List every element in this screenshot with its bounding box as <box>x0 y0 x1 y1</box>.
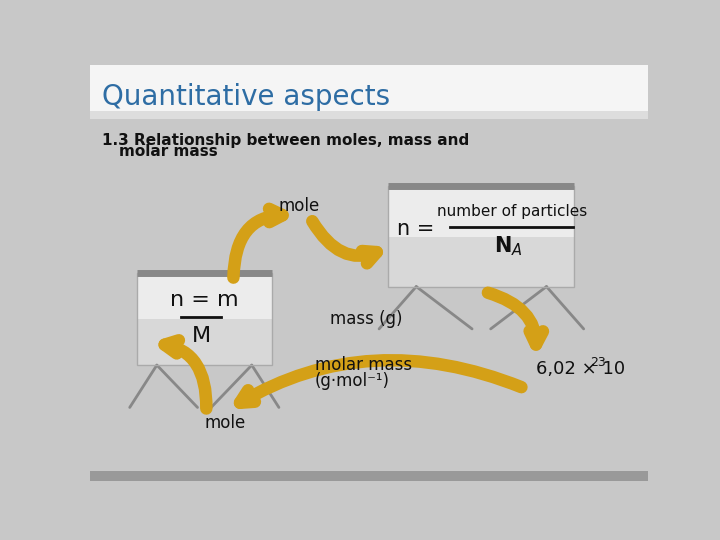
Text: molar mass: molar mass <box>119 144 217 159</box>
FancyBboxPatch shape <box>90 65 648 119</box>
Text: mole: mole <box>205 414 246 432</box>
Text: Quantitative aspects: Quantitative aspects <box>102 83 390 111</box>
FancyBboxPatch shape <box>90 111 648 119</box>
Text: n =: n = <box>397 219 434 239</box>
Text: number of particles: number of particles <box>437 204 588 219</box>
FancyBboxPatch shape <box>137 273 272 319</box>
Text: $\mathbf{N}_A$: $\mathbf{N}_A$ <box>494 235 523 258</box>
Text: mole: mole <box>279 197 320 215</box>
Text: 23: 23 <box>590 356 606 369</box>
Text: 6,02 × 10: 6,02 × 10 <box>536 360 625 378</box>
Text: n = m: n = m <box>170 289 238 309</box>
Text: mass (g): mass (g) <box>330 310 402 328</box>
FancyBboxPatch shape <box>388 186 575 237</box>
Text: 1.3 Relationship between moles, mass and: 1.3 Relationship between moles, mass and <box>102 132 469 147</box>
FancyBboxPatch shape <box>137 319 272 365</box>
Text: (g·mol⁻¹): (g·mol⁻¹) <box>315 372 390 389</box>
Text: M: M <box>192 326 211 346</box>
FancyBboxPatch shape <box>90 471 648 481</box>
Text: molar mass: molar mass <box>315 356 412 374</box>
FancyBboxPatch shape <box>388 237 575 287</box>
